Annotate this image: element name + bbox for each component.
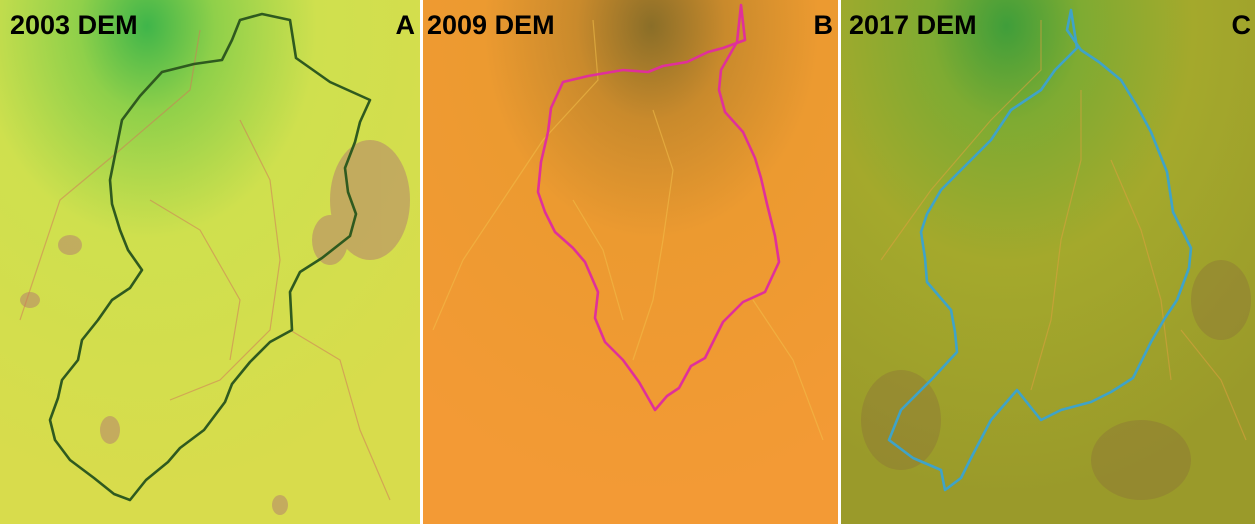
- panel-title: 2009 DEM: [427, 10, 555, 40]
- panel-b: 2009 DEM B: [423, 0, 838, 524]
- figure: 2003 DEM A 2009 DEM B 2017 DEM C: [0, 0, 1255, 524]
- panel-title: 2003 DEM: [10, 10, 138, 40]
- page: 2003 DEM A 2009 DEM B 2017 DEM C: [0, 0, 1255, 524]
- panel-label: C: [1232, 10, 1252, 40]
- panel-label: A: [396, 10, 416, 40]
- dem-raster: [0, 0, 420, 524]
- panel-title: 2017 DEM: [849, 10, 977, 40]
- panel-a: 2003 DEM A: [0, 0, 420, 524]
- panel-label: B: [814, 10, 834, 40]
- dem-raster: [423, 0, 838, 524]
- panel-c: 2017 DEM C: [841, 0, 1255, 524]
